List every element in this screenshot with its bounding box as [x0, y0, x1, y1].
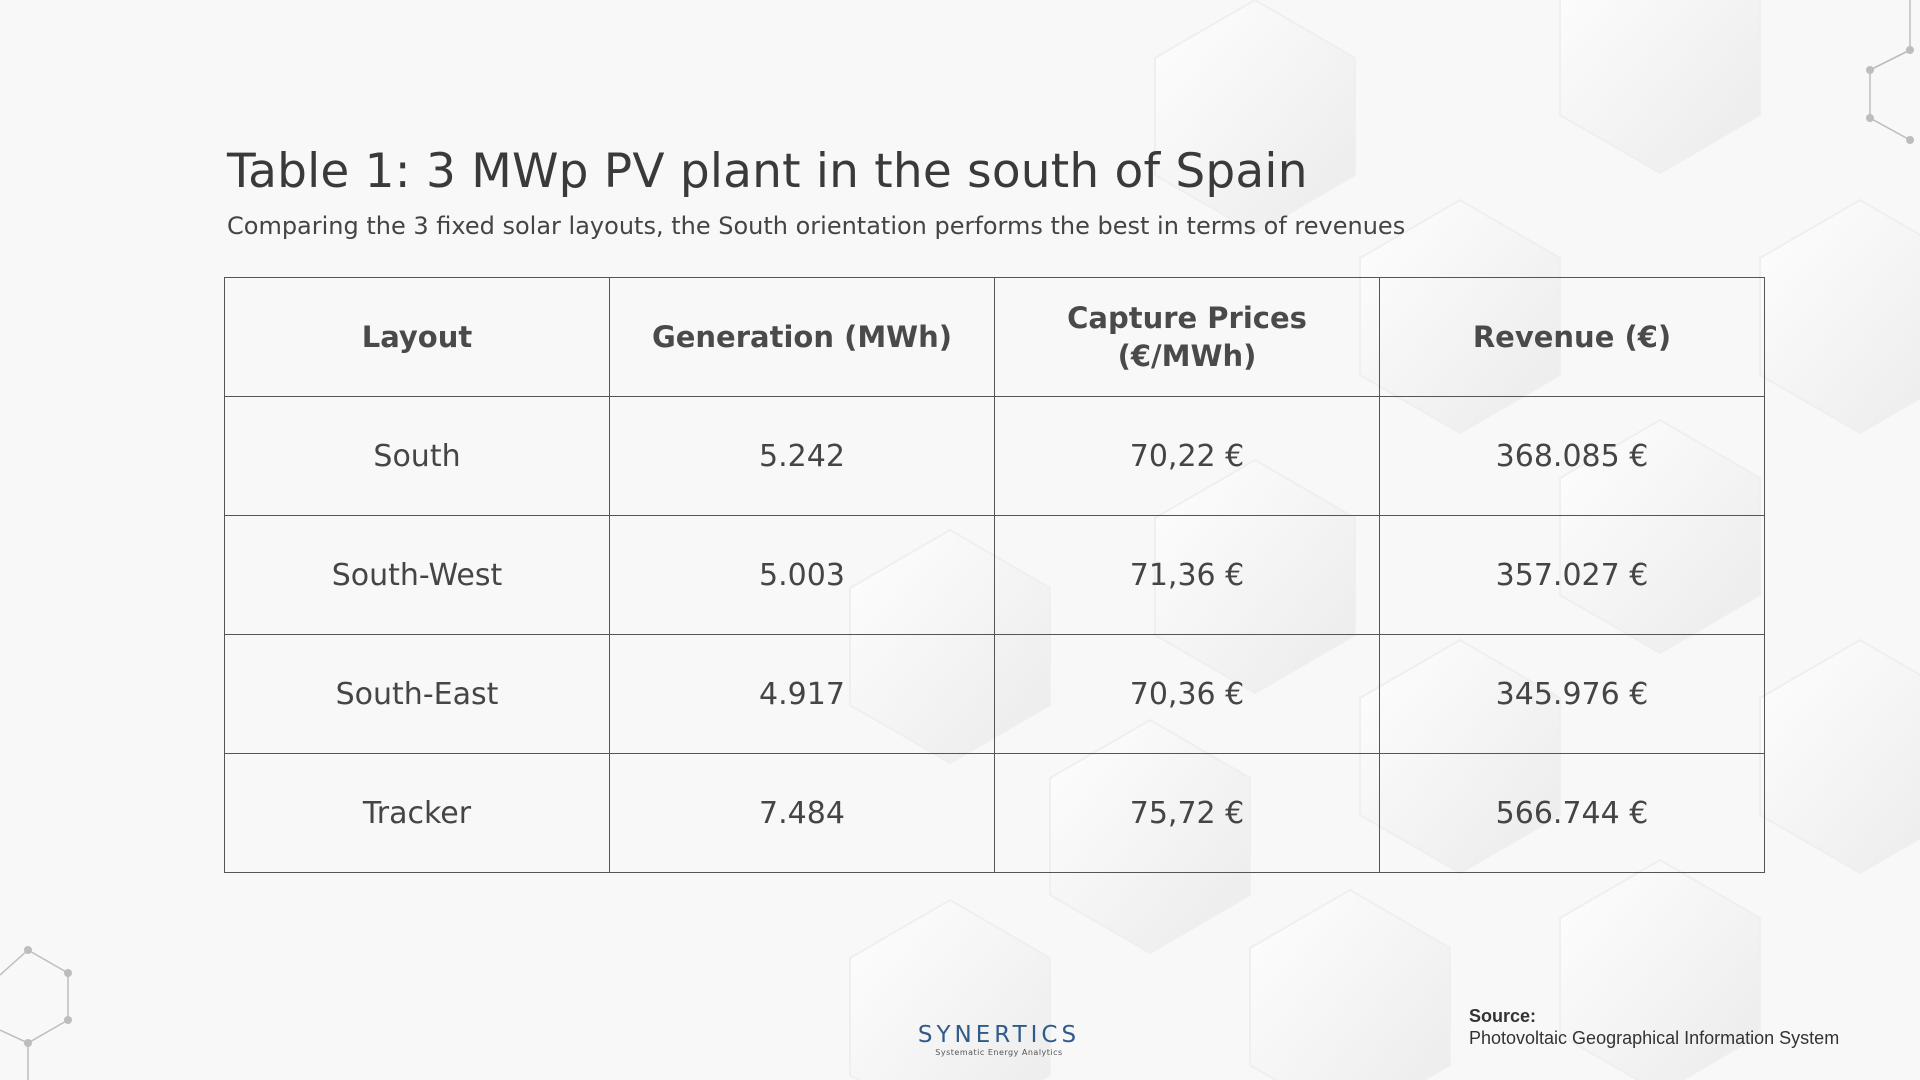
cell-capture-price: 70,22 €	[994, 396, 1380, 516]
cell-revenue: 357.027 €	[1379, 515, 1765, 635]
results-table: Layout Generation (MWh) Capture Prices (…	[224, 277, 1765, 873]
cell-generation: 5.242	[609, 396, 995, 516]
column-header-capture-prices: Capture Prices (€/MWh)	[994, 277, 1380, 397]
cell-capture-price: 75,72 €	[994, 753, 1380, 873]
source-label: Source:	[1469, 1006, 1537, 1026]
cell-generation: 4.917	[609, 634, 995, 754]
synertics-logo: SYNERTICS Systematic Energy Analytics	[912, 1022, 1086, 1058]
cell-revenue: 566.744 €	[1379, 753, 1765, 873]
cell-layout: Tracker	[224, 753, 610, 873]
table-row: South-East 4.917 70,36 € 345.976 €	[224, 634, 1765, 754]
source-note: Source: Photovoltaic Geographical Inform…	[1469, 1005, 1839, 1049]
column-header-layout: Layout	[224, 277, 610, 397]
cell-capture-price: 71,36 €	[994, 515, 1380, 635]
cell-revenue: 368.085 €	[1379, 396, 1765, 516]
cell-generation: 7.484	[609, 753, 995, 873]
page-title: Table 1: 3 MWp PV plant in the south of …	[227, 144, 1308, 199]
column-header-revenue: Revenue (€)	[1379, 277, 1765, 397]
column-header-generation: Generation (MWh)	[609, 277, 995, 397]
cell-generation: 5.003	[609, 515, 995, 635]
table-row: South 5.242 70,22 € 368.085 €	[224, 396, 1765, 516]
cell-revenue: 345.976 €	[1379, 634, 1765, 754]
table-row: Tracker 7.484 75,72 € 566.744 €	[224, 753, 1765, 873]
cell-layout: South	[224, 396, 610, 516]
cell-capture-price: 70,36 €	[994, 634, 1380, 754]
source-text: Photovoltaic Geographical Information Sy…	[1469, 1028, 1840, 1048]
cell-layout: South-West	[224, 515, 610, 635]
logo-tagline: Systematic Energy Analytics	[935, 1048, 1063, 1057]
table-header-row: Layout Generation (MWh) Capture Prices (…	[224, 277, 1765, 397]
capture-prices-label: Capture Prices (€/MWh)	[1067, 301, 1307, 373]
page-subtitle: Comparing the 3 fixed solar layouts, the…	[227, 212, 1406, 240]
logo-wordmark: SYNERTICS	[917, 1022, 1081, 1048]
table-row: South-West 5.003 71,36 € 357.027 €	[224, 515, 1765, 635]
cell-layout: South-East	[224, 634, 610, 754]
